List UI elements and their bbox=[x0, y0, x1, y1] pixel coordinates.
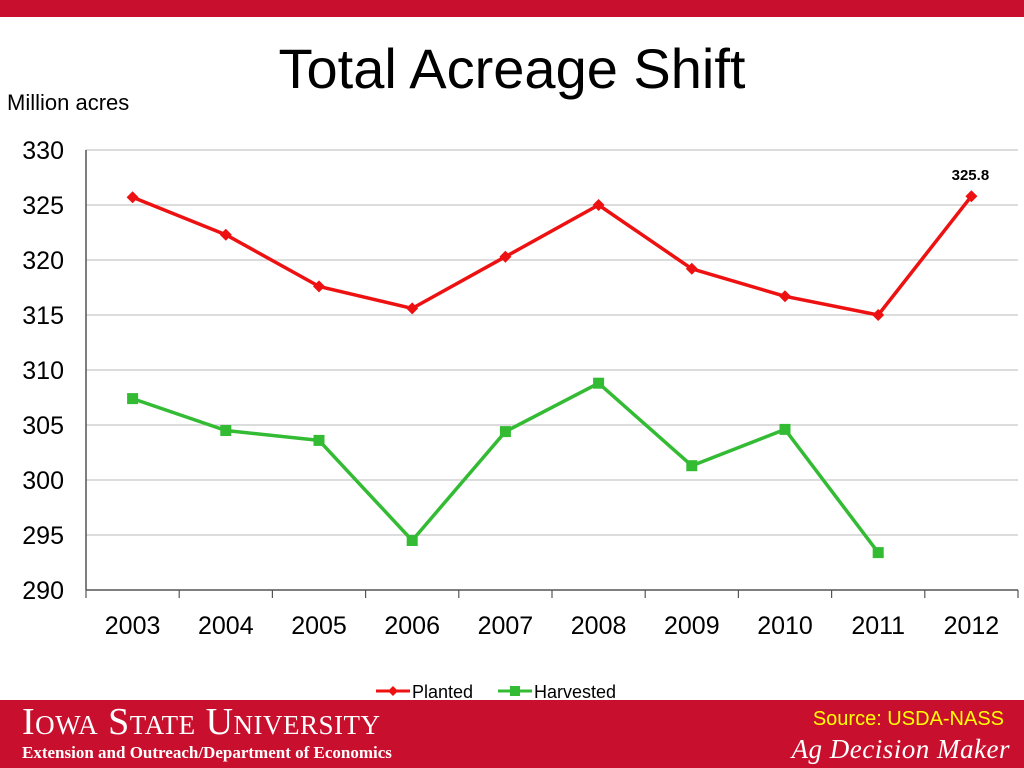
x-tick-label: 2010 bbox=[757, 612, 813, 640]
university-logo: Iowa State University bbox=[22, 701, 381, 743]
x-tick-label: 2009 bbox=[664, 612, 720, 640]
y-tick-label: 295 bbox=[22, 522, 64, 550]
x-tick-label: 2008 bbox=[571, 612, 627, 640]
x-tick-label: 2005 bbox=[291, 612, 347, 640]
legend-label-planted: Planted bbox=[412, 682, 473, 700]
data-point-planted bbox=[499, 250, 512, 263]
series-line-planted bbox=[131, 195, 973, 317]
data-point-harvested bbox=[406, 535, 418, 546]
source-note: Source: USDA-NASS bbox=[812, 708, 1004, 730]
data-point-planted bbox=[872, 309, 885, 321]
x-tick-label: 2011 bbox=[851, 612, 905, 640]
data-point-planted bbox=[406, 302, 419, 315]
y-tick-label: 310 bbox=[22, 357, 64, 385]
y-tick-label: 305 bbox=[22, 412, 64, 440]
data-point-harvested bbox=[313, 434, 325, 446]
x-tick-label: 2003 bbox=[105, 612, 161, 640]
y-tick-label: 300 bbox=[22, 467, 64, 495]
data-point-harvested bbox=[499, 426, 511, 438]
y-tick-label: 290 bbox=[22, 577, 64, 605]
y-tick-label: 320 bbox=[22, 247, 64, 275]
y-tick-label: 330 bbox=[22, 137, 64, 165]
line-chart: 290 295 300 305 310 315 320 325 330 2003 2004 2005 2… bbox=[7, 90, 1019, 700]
top-accent-bar bbox=[0, 0, 1024, 17]
legend-marker-harvested bbox=[510, 686, 520, 696]
data-point-harvested bbox=[127, 393, 139, 405]
y-tick-label: 325 bbox=[22, 192, 64, 220]
x-tick-label: 2007 bbox=[478, 612, 534, 640]
y-axis-label: Million acres bbox=[7, 90, 129, 115]
series-line-harvested bbox=[132, 381, 880, 554]
brand-logo: Ag Decision Maker bbox=[791, 734, 1010, 764]
data-point-planted bbox=[313, 280, 325, 293]
legend-marker-planted bbox=[388, 686, 398, 696]
data-point-harvested bbox=[686, 460, 698, 472]
data-point-planted bbox=[126, 191, 139, 204]
x-tick-label: 2012 bbox=[944, 612, 1000, 640]
legend-label-harvested: Harvested bbox=[534, 682, 616, 700]
data-point-planted bbox=[965, 190, 978, 203]
data-point-harvested bbox=[220, 425, 232, 436]
data-point-planted bbox=[685, 262, 698, 275]
data-label: 325.8 bbox=[952, 167, 990, 184]
footer-bar bbox=[0, 700, 1024, 768]
data-point-planted bbox=[219, 228, 232, 241]
data-point-harvested bbox=[779, 423, 791, 435]
department-label: Extension and Outreach/Department of Eco… bbox=[22, 743, 392, 762]
data-point-planted bbox=[592, 199, 605, 211]
slide-title: Total Acreage Shift bbox=[278, 37, 746, 100]
y-tick-label: 315 bbox=[22, 302, 64, 330]
data-point-planted bbox=[779, 290, 791, 303]
x-tick-label: 2006 bbox=[384, 612, 440, 640]
x-tick-label: 2004 bbox=[198, 612, 254, 640]
data-point-harvested bbox=[872, 547, 884, 559]
data-point-harvested bbox=[593, 377, 605, 389]
